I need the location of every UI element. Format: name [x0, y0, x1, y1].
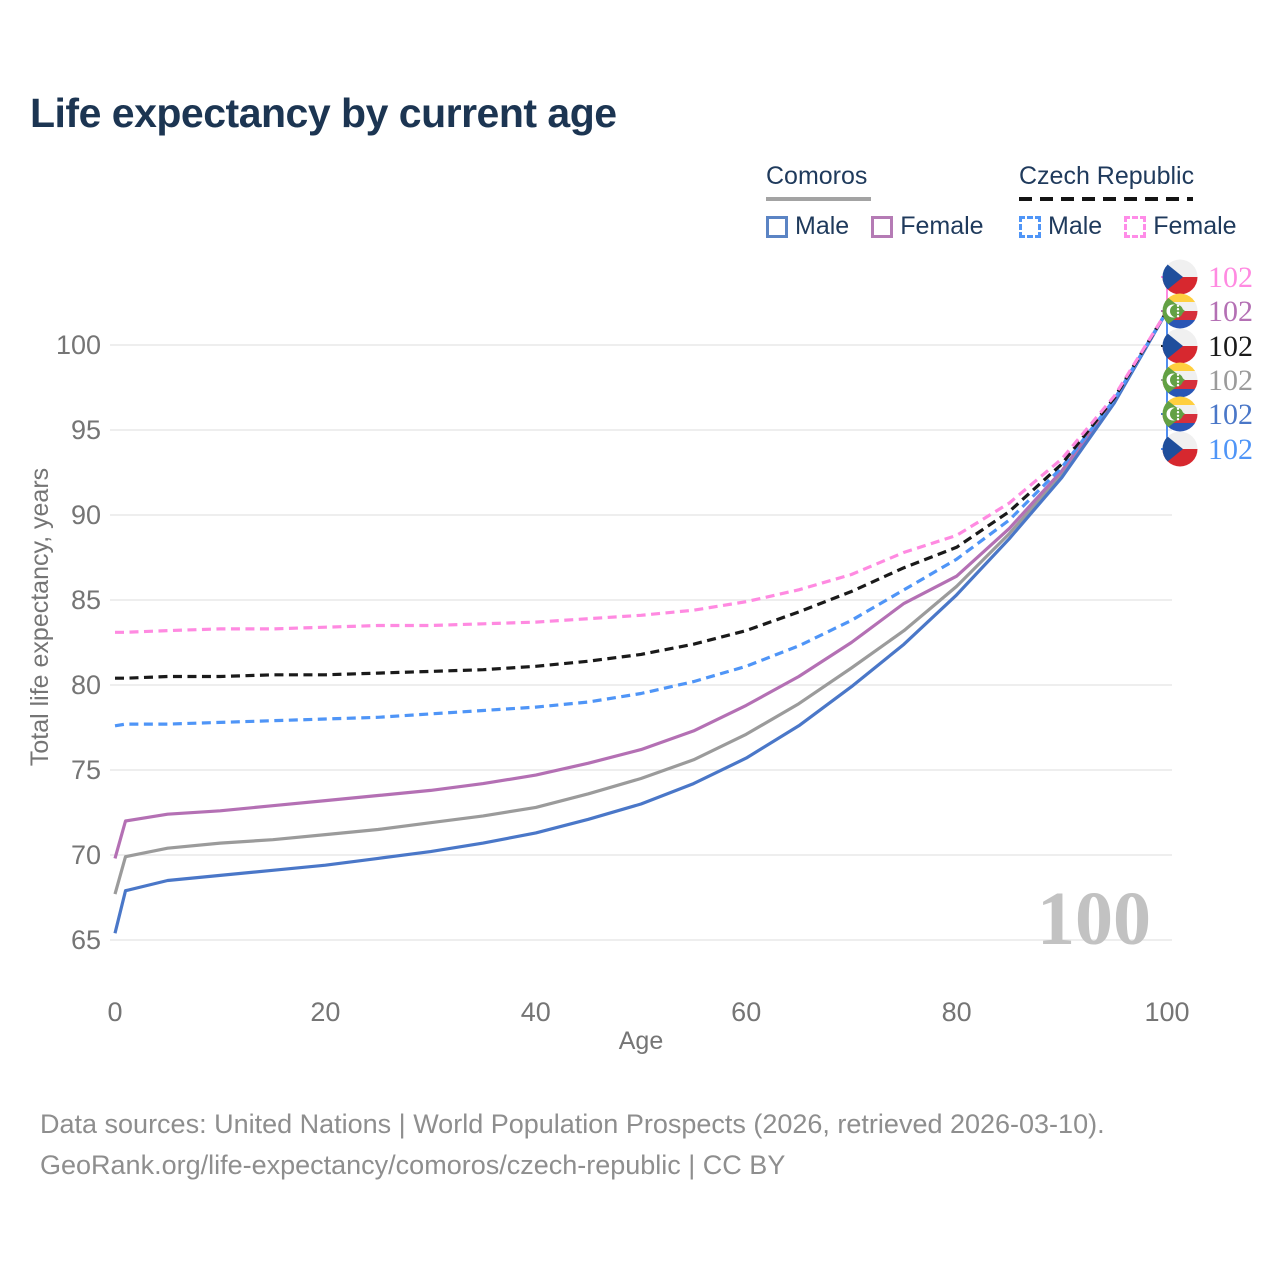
- x-tick-label-80: 80: [942, 997, 972, 1027]
- legend-group-comoros: Comoros Male Female: [766, 162, 1006, 241]
- y-tick-label-90: 90: [71, 500, 101, 530]
- end-label-value: 102: [1208, 364, 1253, 397]
- end-label-row: 102: [1162, 293, 1253, 329]
- legend-item-label: Female: [900, 212, 984, 240]
- y-tick-label-75: 75: [71, 755, 101, 785]
- end-label-row: 102: [1162, 396, 1253, 432]
- legend-group-czech-republic: Czech Republic Male Female: [1019, 162, 1259, 241]
- y-tick-label-85: 85: [71, 585, 101, 615]
- legend-swatch-icon: [1124, 215, 1147, 238]
- end-label-value: 102: [1208, 330, 1253, 363]
- y-tick-label-100: 100: [56, 330, 101, 360]
- x-tick-label-0: 0: [107, 997, 122, 1027]
- series-line-comoros-total[interactable]: [113, 310, 1169, 895]
- y-tick-label-95: 95: [71, 415, 101, 445]
- y-tick-label-80: 80: [71, 670, 101, 700]
- chart-title: Life expectancy by current age: [30, 90, 617, 136]
- x-tick-label-20: 20: [310, 997, 340, 1027]
- watermark-age: 100: [1037, 877, 1151, 961]
- footer-data-sources: Data sources: United Nations | World Pop…: [40, 1109, 1105, 1139]
- legend-item-czech-republic-female[interactable]: Female: [1124, 212, 1237, 241]
- legend-items-czech-republic: Male Female: [1019, 212, 1259, 241]
- end-label-value: 102: [1208, 295, 1253, 328]
- legend-group-title-czech-republic: Czech Republic: [1019, 162, 1195, 190]
- legend-dashed-underline: [1019, 197, 1193, 201]
- x-tick-label-40: 40: [521, 997, 551, 1027]
- legend-group-title-comoros: Comoros: [766, 162, 868, 190]
- legend-item-label: Male: [795, 212, 850, 240]
- x-tick-label-100: 100: [1144, 997, 1189, 1027]
- end-label-row: 102: [1162, 328, 1253, 364]
- end-label-row: 102: [1162, 431, 1253, 467]
- end-label-value: 102: [1208, 398, 1253, 431]
- end-label-value: 102: [1208, 433, 1253, 466]
- legend-swatch-icon: [1019, 215, 1041, 238]
- footer: Data sources: United Nations | World Pop…: [40, 1104, 1105, 1186]
- legend-item-label: Female: [1153, 212, 1237, 240]
- legend-items-comoros: Male Female: [766, 212, 1006, 241]
- end-label-row: 102: [1162, 362, 1253, 398]
- legend-item-czech-republic-male[interactable]: Male: [1019, 212, 1102, 241]
- series-line-czech-total[interactable]: [115, 310, 1169, 680]
- comoros-flag-icon: [1162, 396, 1198, 432]
- series-line-czech-male[interactable]: [114, 310, 1169, 728]
- y-tick-label-70: 70: [71, 840, 101, 870]
- x-tick-label-60: 60: [731, 997, 761, 1027]
- legend-solid-underline: [766, 197, 871, 201]
- czech-republic-flag-icon: [1162, 259, 1198, 295]
- legend-swatch-icon: [766, 215, 788, 238]
- legend: Comoros Male Female Czech Republic Male Femal…: [0, 162, 1280, 242]
- series-line-czech-female[interactable]: [115, 310, 1169, 634]
- x-axis-label: Age: [619, 1027, 663, 1055]
- end-label-value: 102: [1208, 261, 1253, 294]
- series-line-comoros-female[interactable]: [113, 310, 1169, 859]
- comoros-flag-icon: [1162, 293, 1198, 329]
- legend-item-comoros-male[interactable]: Male: [766, 212, 849, 241]
- comoros-flag-icon: [1162, 362, 1198, 398]
- y-axis-label: Total life expectancy, years: [26, 468, 54, 766]
- czech-republic-flag-icon: [1162, 328, 1198, 364]
- y-tick-label-65: 65: [71, 925, 101, 955]
- legend-item-comoros-female[interactable]: Female: [871, 212, 984, 241]
- czech-republic-flag-icon: [1162, 431, 1198, 467]
- footer-attribution: GeoRank.org/life-expectancy/comoros/czec…: [40, 1150, 786, 1180]
- legend-item-label: Male: [1048, 212, 1103, 240]
- legend-swatch-icon: [871, 215, 894, 238]
- series-line-comoros-male[interactable]: [113, 310, 1169, 934]
- end-label-row: 102: [1162, 259, 1253, 295]
